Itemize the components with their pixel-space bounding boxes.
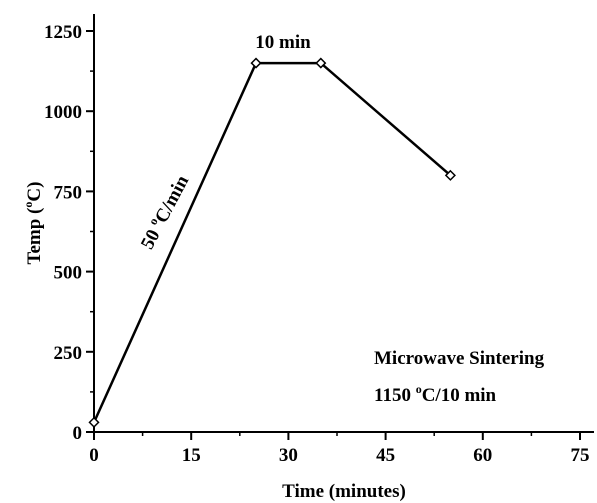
y-axis-label-degree: o (21, 202, 35, 208)
legend-line-1: Microwave Sintering (374, 348, 545, 369)
y-axis-label: Temp (oC) (21, 182, 45, 265)
temperature-profile-line (92, 61, 452, 423)
y-tick-label: 500 (54, 263, 83, 284)
x-tick-label: 45 (376, 445, 395, 466)
x-tick-label: 30 (279, 445, 298, 466)
y-tick-label: 0 (73, 423, 83, 444)
y-tick-label: 250 (54, 343, 83, 364)
data-point-marker (315, 57, 327, 69)
legend-line-2: 1150 oC/10 min (374, 382, 497, 406)
hold-time-label: 10 min (255, 32, 311, 53)
y-axis-label-suffix: C) (24, 182, 45, 202)
x-tick-label: 60 (473, 445, 492, 466)
x-tick-label: 15 (182, 445, 201, 466)
ticks (86, 30, 581, 440)
plot-frame (93, 14, 594, 433)
y-tick-label: 1000 (44, 102, 82, 123)
data-point-marker (444, 169, 456, 181)
series-layer (88, 57, 456, 428)
x-tick-label: 75 (571, 445, 590, 466)
data-point-marker (88, 416, 100, 428)
ramp-rate-label: 50 oC/min (134, 170, 193, 253)
x-tick-label: 0 (89, 445, 99, 466)
x-axis-label: Time (minutes) (282, 481, 406, 502)
y-tick-label: 1250 (44, 22, 82, 43)
data-point-marker (250, 57, 262, 69)
y-tick-label: 750 (54, 182, 83, 203)
